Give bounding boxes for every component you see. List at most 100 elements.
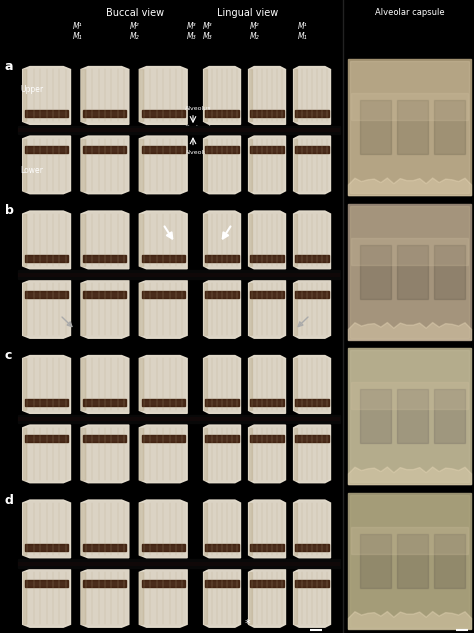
Polygon shape <box>83 291 127 298</box>
Polygon shape <box>360 389 391 443</box>
Text: M³: M³ <box>187 22 197 31</box>
Polygon shape <box>205 291 238 298</box>
Polygon shape <box>81 572 85 624</box>
Polygon shape <box>23 70 27 122</box>
Polygon shape <box>139 139 143 191</box>
Text: Alveolus: Alveolus <box>185 151 211 155</box>
Text: M₂: M₂ <box>130 32 140 41</box>
Polygon shape <box>295 436 328 442</box>
Polygon shape <box>293 136 330 194</box>
Polygon shape <box>81 425 129 483</box>
Polygon shape <box>23 425 71 483</box>
Polygon shape <box>139 136 187 194</box>
Polygon shape <box>360 244 391 299</box>
Polygon shape <box>18 270 340 279</box>
Polygon shape <box>250 580 283 587</box>
Polygon shape <box>293 139 297 191</box>
Polygon shape <box>142 291 185 298</box>
Polygon shape <box>18 415 340 423</box>
Polygon shape <box>205 544 238 551</box>
Polygon shape <box>293 214 297 266</box>
Polygon shape <box>248 70 252 122</box>
Polygon shape <box>248 425 285 483</box>
Polygon shape <box>204 358 207 410</box>
Polygon shape <box>248 500 285 558</box>
Polygon shape <box>293 500 330 558</box>
Polygon shape <box>139 428 143 480</box>
Polygon shape <box>204 70 207 122</box>
Polygon shape <box>25 111 68 118</box>
Polygon shape <box>350 206 469 337</box>
Polygon shape <box>248 211 285 269</box>
Polygon shape <box>360 100 391 154</box>
Polygon shape <box>139 570 187 627</box>
Polygon shape <box>250 146 283 153</box>
Polygon shape <box>142 544 185 551</box>
Polygon shape <box>25 255 68 262</box>
Polygon shape <box>204 425 240 483</box>
Polygon shape <box>204 284 207 335</box>
Polygon shape <box>204 211 240 269</box>
Polygon shape <box>397 244 428 299</box>
Polygon shape <box>18 560 340 568</box>
Polygon shape <box>250 399 283 406</box>
Polygon shape <box>205 111 238 118</box>
Polygon shape <box>248 503 252 555</box>
Polygon shape <box>293 572 297 624</box>
Polygon shape <box>205 580 238 587</box>
Polygon shape <box>18 126 340 134</box>
Polygon shape <box>248 570 285 627</box>
Polygon shape <box>81 139 85 191</box>
Polygon shape <box>139 358 143 410</box>
Polygon shape <box>434 534 465 588</box>
Polygon shape <box>397 389 428 443</box>
Polygon shape <box>142 111 185 118</box>
Polygon shape <box>293 211 330 269</box>
Polygon shape <box>248 284 252 335</box>
Text: *: * <box>244 618 250 629</box>
Polygon shape <box>83 436 127 442</box>
Polygon shape <box>293 425 330 483</box>
Polygon shape <box>250 291 283 298</box>
Polygon shape <box>81 214 85 266</box>
Polygon shape <box>25 580 68 587</box>
Polygon shape <box>293 428 297 480</box>
Polygon shape <box>142 255 185 262</box>
Polygon shape <box>204 356 240 413</box>
Polygon shape <box>295 580 328 587</box>
Polygon shape <box>81 500 129 558</box>
Polygon shape <box>295 255 328 262</box>
Polygon shape <box>83 111 127 118</box>
Text: M¹: M¹ <box>73 22 83 31</box>
Polygon shape <box>248 280 285 338</box>
Polygon shape <box>293 570 330 627</box>
Polygon shape <box>23 66 71 124</box>
Polygon shape <box>81 358 85 410</box>
Polygon shape <box>81 284 85 335</box>
Polygon shape <box>248 356 285 413</box>
Polygon shape <box>142 436 185 442</box>
Polygon shape <box>23 428 27 480</box>
Polygon shape <box>205 399 238 406</box>
Polygon shape <box>23 356 71 413</box>
Polygon shape <box>348 348 471 484</box>
Polygon shape <box>25 399 68 406</box>
Polygon shape <box>293 284 297 335</box>
Polygon shape <box>25 436 68 442</box>
Polygon shape <box>295 111 328 118</box>
Polygon shape <box>25 291 68 298</box>
Polygon shape <box>23 503 27 555</box>
Polygon shape <box>23 139 27 191</box>
Polygon shape <box>351 382 468 410</box>
Polygon shape <box>83 580 127 587</box>
Polygon shape <box>204 570 240 627</box>
Text: Buccal view: Buccal view <box>106 8 164 18</box>
Polygon shape <box>351 238 468 265</box>
Polygon shape <box>23 572 27 624</box>
Polygon shape <box>139 572 143 624</box>
Polygon shape <box>293 358 297 410</box>
Polygon shape <box>139 425 187 483</box>
Polygon shape <box>81 66 129 124</box>
Polygon shape <box>23 211 71 269</box>
Polygon shape <box>204 66 240 124</box>
